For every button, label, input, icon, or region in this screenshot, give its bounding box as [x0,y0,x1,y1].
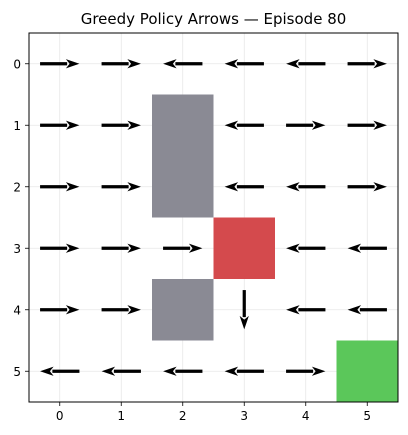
cell-trap [213,217,275,279]
policy-arrow [224,59,264,69]
policy-arrow [40,59,80,69]
axis-ticks: 0 1 2 3 4 5 0 1 2 3 4 5 [13,57,371,423]
policy-arrow [224,182,264,192]
policy-arrow [40,305,80,315]
policy-arrow [163,366,203,376]
policy-arrow [101,305,141,315]
policy-arrow [239,290,249,330]
policy-arrow [101,182,141,192]
x-tick-label: 0 [56,409,64,423]
policy-arrow [224,120,264,130]
policy-arrow [40,120,80,130]
cell-wall [152,156,214,218]
policy-arrow [347,243,387,253]
policy-arrow [163,59,203,69]
policy-arrow [286,366,326,376]
policy-arrow [286,120,326,130]
x-tick-label: 4 [302,409,310,423]
policy-arrow [101,243,141,253]
y-tick-label: 5 [13,365,21,379]
y-tick-label: 4 [13,303,21,317]
policy-arrow [224,366,264,376]
y-tick-label: 2 [13,180,21,194]
policy-arrow [163,243,203,253]
policy-arrow [286,243,326,253]
plot-frame [28,32,399,403]
y-tick-label: 3 [13,242,21,256]
policy-arrow [40,182,80,192]
policy-arrow [286,182,326,192]
x-tick-label: 5 [363,409,371,423]
y-tick-label: 1 [13,119,21,133]
cell-wall [152,279,214,341]
chart-title: Greedy Policy Arrows — Episode 80 [81,10,347,28]
y-tick-label: 0 [13,57,21,71]
policy-arrow [101,366,141,376]
policy-arrow [286,59,326,69]
policy-arrow [101,59,141,69]
policy-arrow [347,305,387,315]
policy-arrow [101,120,141,130]
policy-arrow [286,305,326,315]
policy-arrows [40,59,387,376]
policy-arrow [347,120,387,130]
policy-arrow [40,243,80,253]
policy-arrow [347,182,387,192]
policy-arrow [347,59,387,69]
x-tick-label: 3 [240,409,248,423]
x-tick-label: 2 [179,409,187,423]
x-tick-label: 1 [117,409,125,423]
cell-wall [152,94,214,156]
grid-cells [152,94,398,402]
cell-goal [336,340,398,402]
policy-arrow [40,366,80,376]
